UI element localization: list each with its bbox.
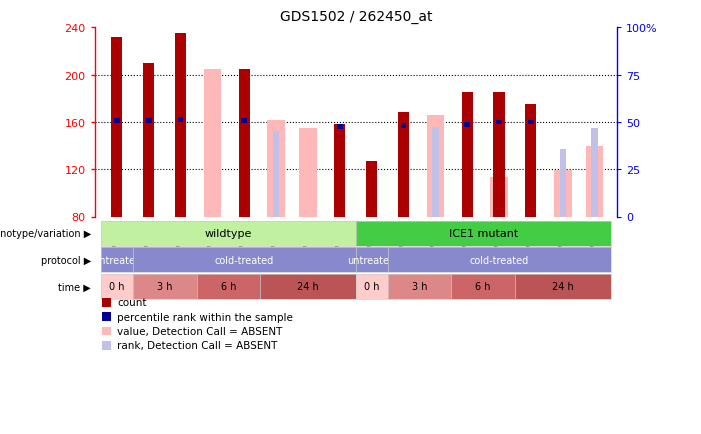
Text: 3 h: 3 h — [157, 282, 172, 292]
Text: count: count — [117, 298, 147, 307]
Text: 6 h: 6 h — [221, 282, 236, 292]
Text: cold-treated: cold-treated — [470, 255, 529, 265]
Text: 24 h: 24 h — [552, 282, 573, 292]
Bar — [267, 120, 285, 217]
Bar — [366, 161, 377, 217]
Bar — [299, 128, 317, 217]
Bar — [496, 120, 502, 125]
Bar — [175, 34, 186, 217]
Bar — [146, 119, 151, 124]
Bar — [398, 113, 409, 217]
Text: genotype/variation ▶: genotype/variation ▶ — [0, 229, 91, 239]
Text: percentile rank within the sample: percentile rank within the sample — [117, 312, 293, 322]
Bar — [337, 125, 343, 130]
Bar — [143, 64, 154, 217]
Bar — [464, 122, 470, 127]
Text: untreated: untreated — [348, 255, 396, 265]
Bar — [427, 115, 444, 217]
Bar — [178, 118, 184, 122]
Bar — [462, 93, 472, 217]
Text: 6 h: 6 h — [475, 282, 491, 292]
Bar — [114, 119, 120, 124]
Text: wildtype: wildtype — [205, 229, 252, 239]
Bar — [204, 69, 222, 217]
Bar — [241, 119, 247, 124]
Bar — [433, 127, 439, 217]
Text: value, Detection Call = ABSENT: value, Detection Call = ABSENT — [117, 326, 283, 336]
Text: rank, Detection Call = ABSENT: rank, Detection Call = ABSENT — [117, 341, 278, 350]
Text: protocol ▶: protocol ▶ — [41, 255, 91, 265]
Text: 3 h: 3 h — [411, 282, 427, 292]
Bar — [401, 124, 407, 128]
Text: time ▶: time ▶ — [58, 282, 91, 292]
Bar — [490, 178, 508, 217]
Text: 0 h: 0 h — [109, 282, 125, 292]
Bar — [334, 125, 346, 217]
Bar — [494, 93, 505, 217]
Bar — [592, 128, 598, 217]
Bar — [273, 132, 279, 217]
Bar — [111, 38, 123, 217]
Bar — [559, 150, 566, 217]
Bar — [528, 120, 533, 125]
Text: 24 h: 24 h — [297, 282, 319, 292]
Title: GDS1502 / 262450_at: GDS1502 / 262450_at — [280, 10, 432, 24]
Text: 0 h: 0 h — [364, 282, 379, 292]
Bar — [525, 105, 536, 217]
Bar — [586, 146, 604, 217]
Bar — [239, 69, 250, 217]
Bar — [464, 125, 470, 217]
Text: ICE1 mutant: ICE1 mutant — [449, 229, 518, 239]
Text: untreated: untreated — [93, 255, 141, 265]
Text: cold-treated: cold-treated — [215, 255, 274, 265]
Bar — [554, 171, 571, 217]
